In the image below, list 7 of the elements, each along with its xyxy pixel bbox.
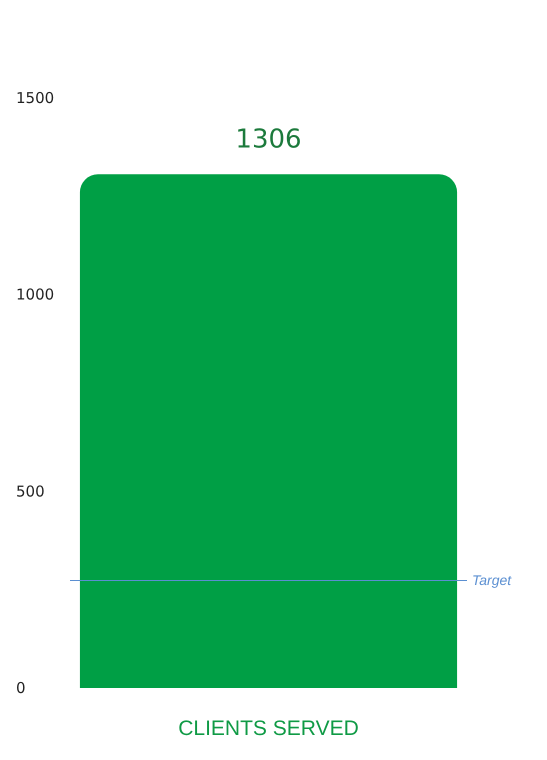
data-label: 1306 [235,124,302,154]
y-tick-label: 1500 [16,89,54,107]
ref-line-label: Target [472,572,512,588]
y-tick-label: 0 [16,679,26,697]
y-tick-label: 500 [16,482,45,500]
x-tick-label: CLIENTS SERVED [178,717,359,740]
y-tick-label: 1000 [16,286,54,304]
